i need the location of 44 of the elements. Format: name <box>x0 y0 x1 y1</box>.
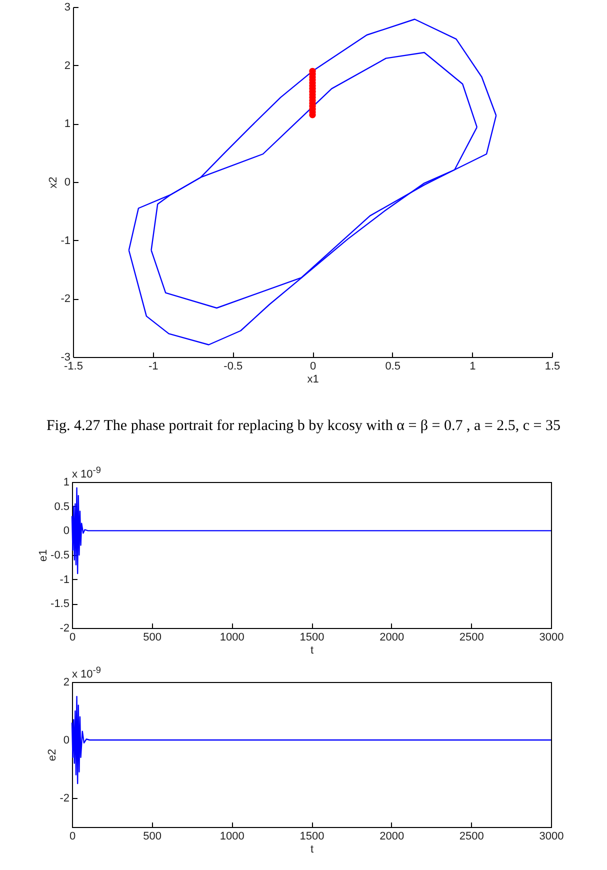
y-tick-label: 0 <box>63 734 70 746</box>
x-tick-label: 500 <box>143 830 162 842</box>
y-tick-label: 0.5 <box>54 500 70 513</box>
x-tick-label: 1000 <box>220 632 244 644</box>
x-tick-label: 1500 <box>300 830 324 842</box>
x-axis-title: t <box>310 844 314 856</box>
x-tick-label: -0.5 <box>224 360 243 372</box>
y-tick-label: 0 <box>64 176 70 188</box>
x-axis-title: x1 <box>307 374 319 386</box>
x-tick-label: 0.5 <box>385 360 400 372</box>
x-tick-label: 3000 <box>539 632 564 644</box>
y-tick-label: -1 <box>60 234 70 247</box>
text: x 10$^{-9}$ <box>72 665 101 681</box>
y-tick-label: 0 <box>63 525 70 538</box>
x-tick-label: 1 <box>470 360 476 372</box>
y-tick-label: -0.5 <box>50 550 70 562</box>
y-tick-label: 2 <box>64 60 70 72</box>
y-tick-label: -2 <box>60 792 70 804</box>
x-tick-label: -1 <box>148 360 158 372</box>
y-tick-label: 2 <box>63 676 70 688</box>
x-tick-label: 2500 <box>459 632 484 644</box>
y-tick-label: -1.5 <box>50 598 70 610</box>
y-tick-label: -2 <box>60 293 70 306</box>
y-axis-title: x2 <box>48 176 60 188</box>
y-axis-title: e1 <box>38 549 50 562</box>
x-tick-label: 0 <box>310 360 316 372</box>
y-tick-label: -2 <box>60 622 70 634</box>
caption: Fig. 4.27 The phase portrait for replacing b by kcosy with α = β = 0.7 , a = 2.5, c = 35 <box>46 418 562 435</box>
x-tick-label: 3000 <box>539 830 564 842</box>
y-tick-label: 1 <box>64 118 70 130</box>
x-tick-label: 1500 <box>300 632 324 644</box>
y-tick-label: 1 <box>63 476 70 488</box>
x-axis-title: t <box>310 644 314 656</box>
x-tick-label: 2500 <box>459 830 484 842</box>
x-tick-label: 1000 <box>220 830 244 842</box>
x-tick-label: 500 <box>143 632 162 644</box>
y-axis-title: e2 <box>46 748 59 762</box>
x-tick-label: 1.5 <box>544 360 560 372</box>
y-tick-label: -1 <box>60 574 70 586</box>
y-tick-label: 3 <box>64 2 70 14</box>
x-tick-label: 2000 <box>380 632 404 644</box>
x-tick-label: 2000 <box>380 830 404 842</box>
text: x 10$^{-9}$ <box>72 465 101 481</box>
y-tick-label: -3 <box>60 352 70 364</box>
